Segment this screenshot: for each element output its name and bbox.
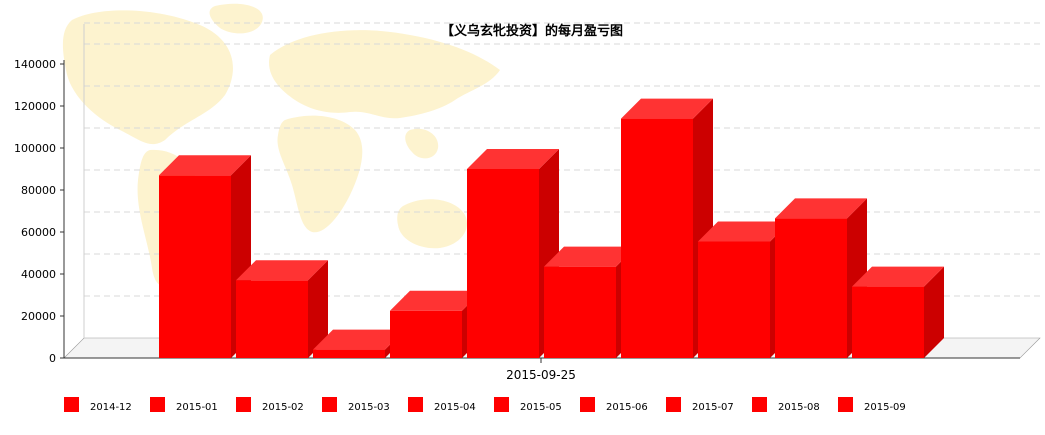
legend-item[interactable]: 2015-02 — [236, 397, 304, 413]
legend-item[interactable]: 2015-06 — [580, 397, 648, 413]
bar-front — [698, 241, 770, 358]
legend-item[interactable]: 2014-12 — [64, 397, 132, 413]
legend-swatch — [236, 397, 251, 412]
legend-label: 2015-07 — [692, 402, 734, 413]
map-southeast-asia — [405, 128, 439, 159]
bar-top — [544, 246, 636, 267]
y-tick-label: 140000 — [14, 58, 56, 71]
legend-swatch — [838, 397, 853, 412]
bar-top — [698, 221, 790, 242]
bar-top — [236, 260, 328, 281]
bar-top — [390, 290, 482, 311]
map-north-america — [62, 10, 233, 145]
bar-front — [544, 266, 616, 358]
legend-label: 2014-12 — [90, 402, 132, 413]
map-australia — [397, 199, 468, 249]
legend-label: 2015-09 — [864, 402, 906, 413]
bar-2015-05 — [544, 246, 636, 358]
bar-side — [924, 266, 944, 358]
bar-top — [852, 266, 944, 287]
map-greenland — [209, 3, 263, 34]
bar-2015-01 — [236, 260, 328, 358]
bar-front — [159, 175, 231, 358]
chart-title: 【义乌玄牝投资】的每月盈亏图 — [441, 23, 623, 39]
map-eurasia — [269, 30, 500, 119]
bar-front — [852, 286, 924, 358]
y-tick-label: 100000 — [14, 142, 56, 155]
bar-top — [313, 329, 405, 350]
legend-label: 2015-05 — [520, 402, 562, 413]
legend-label: 2015-04 — [434, 402, 476, 413]
legend-swatch — [494, 397, 509, 412]
bar-front — [313, 349, 385, 358]
y-axis-ticks: 0 20000 40000 60000 80000 100000 120000 140000 — [14, 58, 64, 365]
legend-item[interactable]: 2015-05 — [494, 397, 562, 413]
y-tick-label: 120000 — [14, 100, 56, 113]
bar-side — [308, 260, 328, 358]
bar-front — [621, 118, 693, 358]
bar-top — [467, 149, 559, 169]
legend-label: 2015-08 — [778, 402, 820, 413]
legend-item[interactable]: 2015-09 — [838, 397, 906, 413]
bar-top — [621, 98, 713, 119]
legend-swatch — [322, 397, 337, 412]
bar-front — [236, 280, 308, 358]
legend-swatch — [408, 397, 423, 412]
bar-front — [467, 169, 539, 358]
bar-top — [775, 198, 867, 219]
legend-swatch — [752, 397, 767, 412]
legend-label: 2015-01 — [176, 402, 218, 413]
legend-item[interactable]: 2015-07 — [666, 397, 734, 413]
legend-swatch — [666, 397, 681, 412]
x-axis-category-label: 2015-09-25 — [506, 368, 576, 382]
bar-front — [390, 310, 462, 358]
legend-item[interactable]: 2015-01 — [150, 397, 218, 413]
legend-swatch — [150, 397, 165, 412]
bar-2015-09 — [852, 266, 944, 358]
bar-front — [775, 218, 847, 358]
legend: 2014-12 2015-01 2015-02 2015-03 2015-04 2015-… — [64, 397, 906, 413]
legend-label: 2015-03 — [348, 402, 390, 413]
bars — [159, 98, 944, 358]
legend-swatch — [580, 397, 595, 412]
legend-item[interactable]: 2015-04 — [408, 397, 476, 413]
y-tick-label: 40000 — [21, 268, 56, 281]
y-tick-label: 0 — [49, 352, 56, 365]
legend-swatch — [64, 397, 79, 412]
bar-top — [159, 155, 251, 176]
y-tick-label: 60000 — [21, 226, 56, 239]
map-africa — [277, 115, 363, 233]
y-tick-label: 20000 — [21, 310, 56, 323]
legend-label: 2015-02 — [262, 402, 304, 413]
y-tick-label: 80000 — [21, 184, 56, 197]
world-map-watermark — [62, 3, 500, 286]
legend-label: 2015-06 — [606, 402, 648, 413]
legend-item[interactable]: 2015-08 — [752, 397, 820, 413]
legend-item[interactable]: 2015-03 — [322, 397, 390, 413]
